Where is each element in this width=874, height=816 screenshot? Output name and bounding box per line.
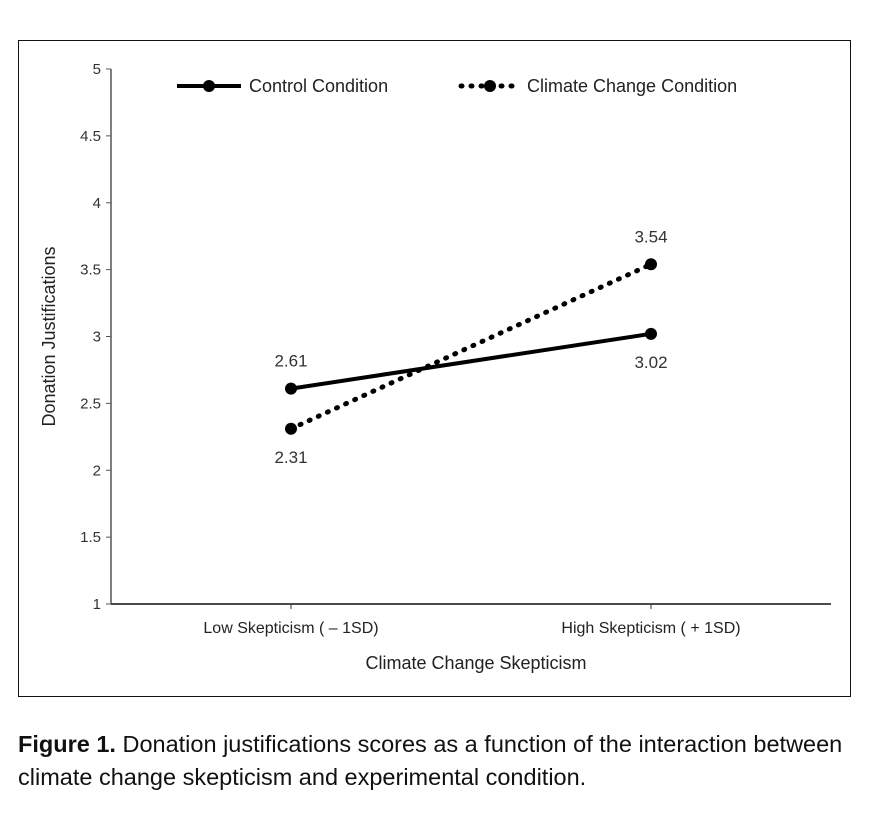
data-labels: 2.61 3.02 2.31 3.54 bbox=[274, 227, 667, 467]
data-label: 2.61 bbox=[274, 352, 307, 371]
y-tick-label: 4 bbox=[93, 195, 101, 212]
y-tick-label: 1.5 bbox=[80, 529, 101, 546]
x-tick-label: High Skepticism ( + 1SD) bbox=[561, 620, 740, 637]
y-tick-label: 4.5 bbox=[80, 128, 101, 145]
control-data-point bbox=[285, 382, 297, 395]
data-label: 3.54 bbox=[634, 227, 667, 246]
figure-frame: 1 1.5 2 2.5 3 3.5 4 4.5 5 Low Skepticism ( – 1SD)… bbox=[18, 40, 851, 697]
climate-data-point bbox=[285, 422, 297, 435]
figure-caption: Figure 1. Donation justifications scores… bbox=[18, 728, 858, 794]
caption-label: Figure 1. bbox=[18, 731, 116, 757]
y-tick-label: 3.5 bbox=[80, 262, 101, 279]
legend-swatch-marker bbox=[484, 80, 496, 92]
control-data-point bbox=[645, 327, 657, 340]
y-tick-label: 2.5 bbox=[80, 395, 101, 412]
y-tick-label: 1 bbox=[93, 596, 101, 613]
series-layer bbox=[285, 258, 657, 435]
y-tick-label: 5 bbox=[93, 61, 101, 78]
y-axis-title: Donation Justifications bbox=[39, 246, 59, 426]
data-label: 2.31 bbox=[274, 448, 307, 467]
caption-text: Donation justifications scores as a func… bbox=[18, 731, 843, 790]
y-tick-label: 2 bbox=[93, 462, 101, 479]
x-axis-title: Climate Change Skepticism bbox=[365, 653, 586, 673]
legend-swatch-marker bbox=[203, 80, 215, 92]
legend-label: Climate Change Condition bbox=[527, 76, 737, 96]
climate-series-line bbox=[288, 261, 654, 432]
legend: Control Condition Climate Change Conditio… bbox=[177, 76, 737, 96]
y-tick-label: 3 bbox=[93, 329, 101, 346]
control-series-line bbox=[290, 331, 652, 391]
x-tick-label: Low Skepticism ( – 1SD) bbox=[203, 620, 378, 637]
legend-label: Control Condition bbox=[249, 76, 388, 96]
data-label: 3.02 bbox=[634, 353, 667, 372]
climate-data-point bbox=[645, 258, 657, 271]
